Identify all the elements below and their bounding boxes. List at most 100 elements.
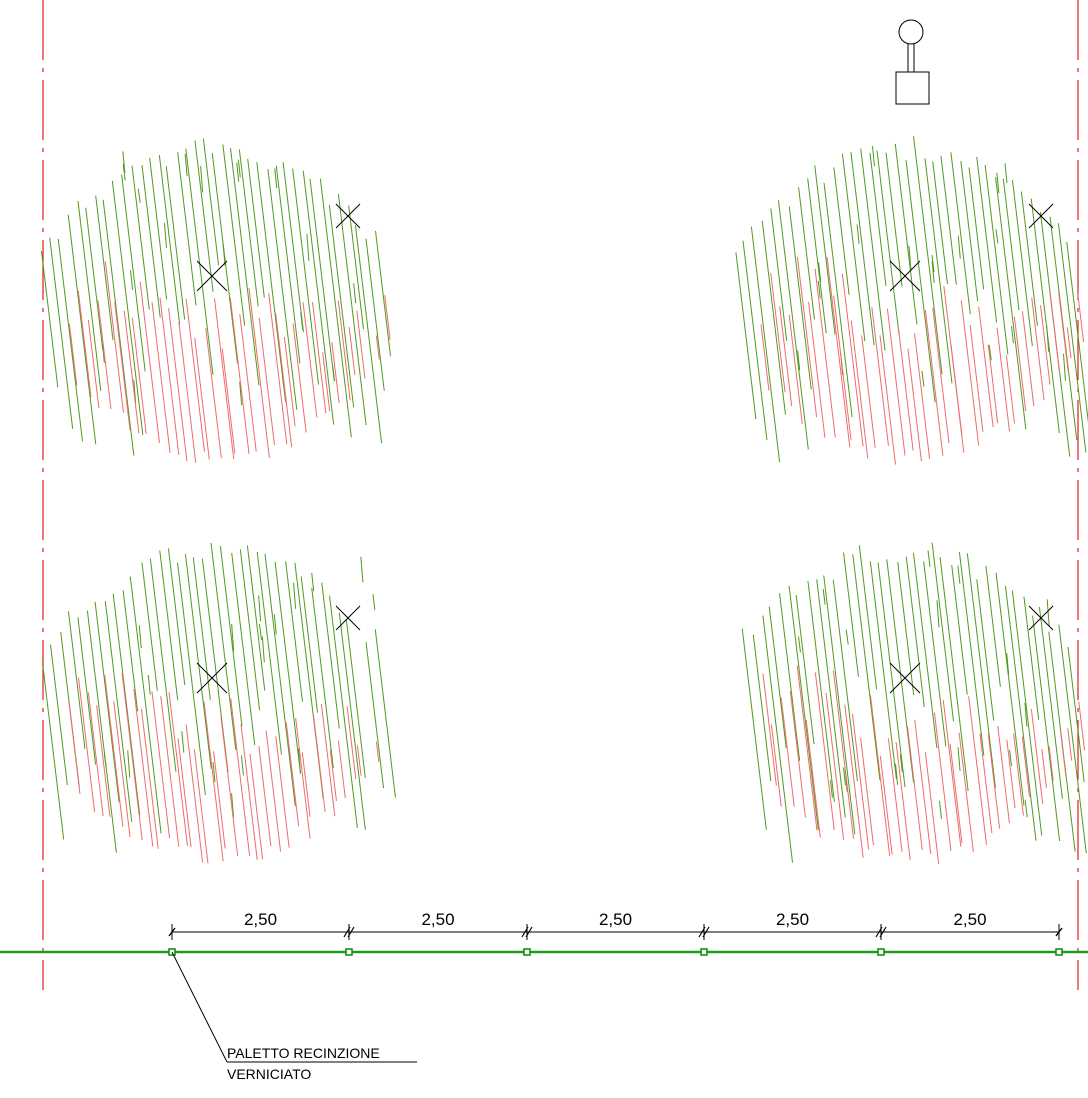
hatch-line <box>328 205 355 408</box>
hatch-line <box>374 230 392 357</box>
dimension-label: 2,50 <box>421 910 454 929</box>
hatch-line <box>741 628 767 830</box>
hatch-tick <box>273 614 277 635</box>
hatch-line <box>275 165 301 364</box>
hatch-line <box>177 738 192 848</box>
hatch-line <box>139 281 160 444</box>
hatch-line <box>77 617 97 765</box>
hatch-line <box>94 601 120 803</box>
hatch-line <box>213 751 226 849</box>
hatch-line <box>807 581 835 803</box>
hatch-line <box>151 691 171 839</box>
hatch-line <box>814 268 836 438</box>
hatch-line <box>246 545 266 691</box>
hatch-line <box>114 301 131 431</box>
hatch-line <box>968 696 987 845</box>
hatch-line <box>850 320 869 459</box>
hatch-line <box>923 561 947 747</box>
hatch-tick <box>274 168 278 189</box>
x-mark-icon <box>196 260 228 292</box>
hatch-tick <box>1062 353 1066 381</box>
hatch-line <box>987 344 999 424</box>
hatch-line <box>805 719 821 838</box>
hatch-line <box>264 553 296 807</box>
hatch-line <box>321 582 340 729</box>
dimension-label: 2,50 <box>599 910 632 929</box>
lamp-post-icon <box>895 19 930 105</box>
square-post-icon <box>700 948 708 956</box>
hatch-line <box>112 593 141 816</box>
hatch-line <box>860 148 886 351</box>
tree-canopy <box>40 138 392 463</box>
hatch-tick <box>931 254 935 273</box>
hatch-line <box>50 644 68 786</box>
hatch-tick <box>845 629 849 645</box>
hatch-line <box>823 183 853 418</box>
tick-mark <box>343 926 351 938</box>
hatch-line <box>292 323 307 433</box>
hatch-line <box>779 593 801 761</box>
hatch-line <box>950 343 963 437</box>
hatch-tick <box>931 261 935 283</box>
hatch-line <box>833 295 852 441</box>
hatch-tick <box>1006 652 1010 675</box>
hatch-line <box>932 161 948 285</box>
x-mark-icon <box>889 260 921 292</box>
hatch-line <box>814 165 836 335</box>
hatch-line <box>968 167 985 290</box>
hatch-line <box>826 256 851 448</box>
hatch-line <box>301 752 311 817</box>
callout-label-line1: PALETTO RECINZIONE <box>227 1045 380 1061</box>
hatch-tick <box>1010 326 1014 344</box>
tree-canopy <box>741 542 1087 864</box>
callout-leader <box>171 951 417 1063</box>
hatch-line <box>852 554 881 780</box>
hatch-line <box>222 144 246 326</box>
hatch-line <box>1030 198 1060 434</box>
hatch-line <box>886 559 915 783</box>
hatch-line <box>202 138 220 266</box>
hatch-line <box>258 746 272 846</box>
hatch-line <box>770 724 782 807</box>
hatch-tick <box>843 767 847 786</box>
hatch-line <box>292 168 320 385</box>
hatch-line <box>1067 646 1085 783</box>
hatch-line <box>375 741 380 763</box>
x-mark-icon <box>1028 203 1054 229</box>
hatch-line <box>131 165 150 310</box>
hatch-line <box>869 695 891 857</box>
hatch-line <box>384 295 391 340</box>
hatch-line <box>274 561 302 774</box>
hatch-tick <box>122 163 126 181</box>
hatch-line <box>168 692 188 846</box>
hatch-line <box>832 579 858 782</box>
hatch-line <box>329 595 358 828</box>
hatch-tick <box>957 747 961 772</box>
hatch-line <box>879 755 893 855</box>
hatch-line <box>735 252 757 420</box>
hatch-line <box>141 165 161 318</box>
hatch-line <box>1059 729 1067 775</box>
hatch-tick <box>127 750 131 778</box>
hatch-line <box>337 300 351 401</box>
hatch-line <box>300 576 319 713</box>
hatch-line <box>914 719 932 855</box>
hatch-line <box>788 314 803 424</box>
hatch-line <box>167 548 186 686</box>
hatch-tick <box>957 565 961 584</box>
hatch-line <box>885 152 903 287</box>
hatch-line <box>221 348 236 454</box>
hatch-line <box>40 251 59 388</box>
hatch-line <box>939 556 969 792</box>
hatch-line <box>375 335 380 360</box>
x-mark-icon <box>1028 605 1054 631</box>
hatch-line <box>1006 739 1016 809</box>
hatch-line <box>796 665 818 831</box>
hatch-line <box>1004 585 1037 841</box>
hatch-line <box>320 704 336 817</box>
hatch-line <box>871 307 889 446</box>
hatch-line <box>876 150 900 335</box>
hatch-line <box>1021 311 1035 407</box>
hatch-line <box>969 325 984 432</box>
